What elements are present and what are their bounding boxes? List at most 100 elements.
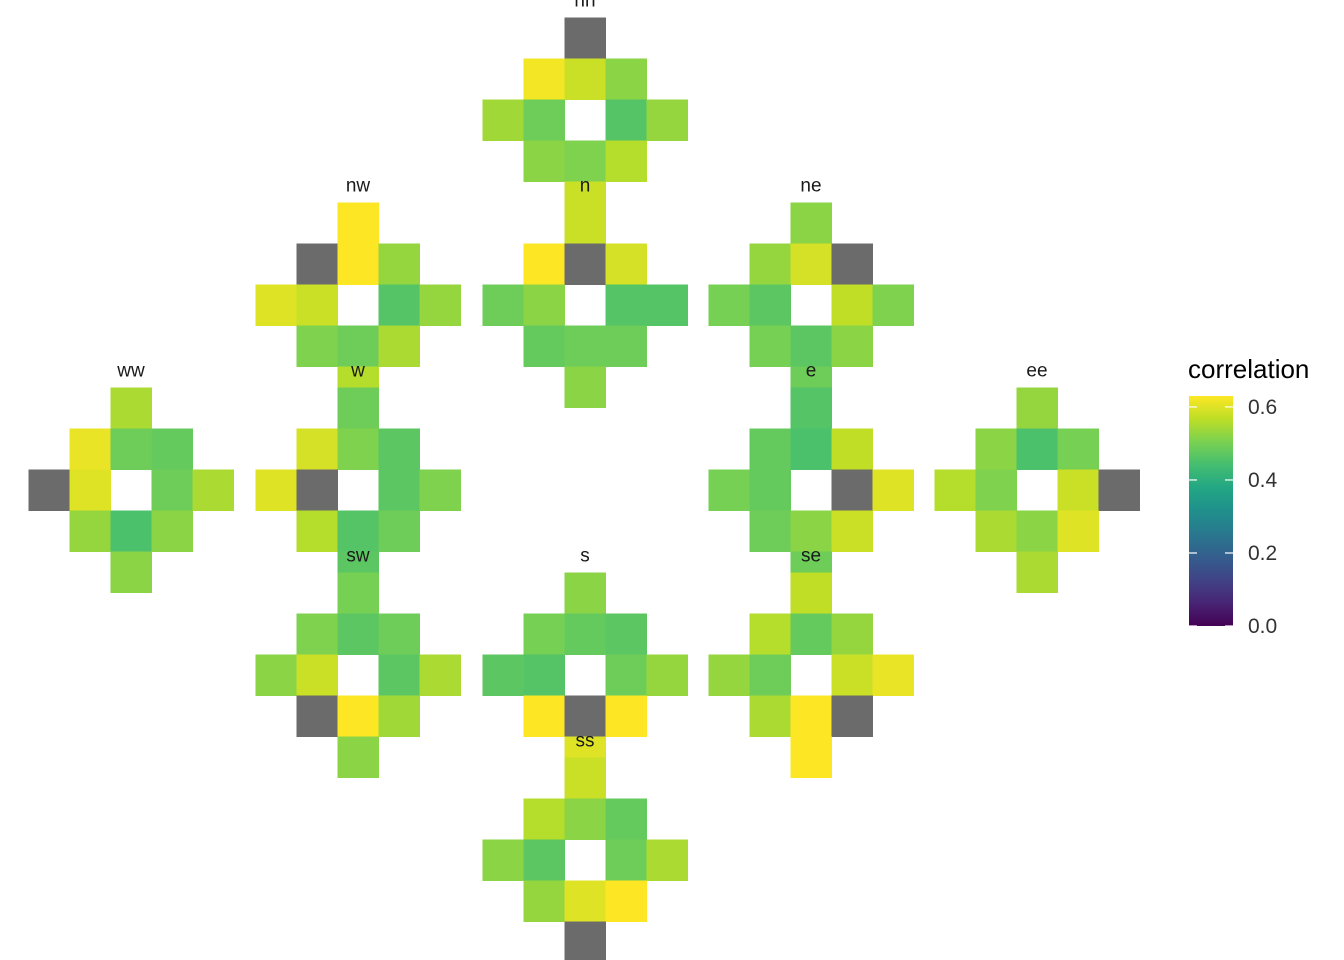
panel-title: ee (1026, 361, 1047, 382)
panel-w: w (255, 361, 461, 593)
panel-se: se (708, 546, 914, 778)
legend-title: correlation (1188, 354, 1309, 384)
heatmap-cell (1057, 510, 1099, 552)
heatmap-cell (872, 654, 914, 696)
heatmap-cell (975, 428, 1017, 470)
heatmap-cell (646, 654, 688, 696)
panel-title: e (806, 361, 817, 382)
heatmap-cell (605, 798, 647, 840)
legend-tick-label: 0.2 (1248, 542, 1277, 565)
heatmap-cell (605, 654, 647, 696)
heatmap-cell (564, 202, 606, 244)
panel-e: e (708, 361, 914, 593)
panel-title: nn (574, 0, 595, 12)
heatmap-cell (523, 880, 565, 922)
heatmap-cell (872, 284, 914, 326)
heatmap-cell (296, 325, 338, 367)
heatmap-cell (419, 469, 461, 511)
heatmap-cell (605, 325, 647, 367)
heatmap-cell-na (831, 469, 873, 511)
heatmap-cell (749, 325, 791, 367)
panel-sw: sw (255, 546, 461, 778)
panel-title: w (350, 361, 365, 382)
heatmap-cell (708, 654, 750, 696)
heatmap-cell (337, 572, 379, 614)
heatmap-cell (337, 613, 379, 655)
heatmap-cell (523, 613, 565, 655)
heatmap-cell (378, 695, 420, 737)
heatmap-cell (872, 469, 914, 511)
heatmap-cell (646, 284, 688, 326)
heatmap-cell (337, 243, 379, 285)
legend-tick-label: 0.4 (1248, 469, 1278, 492)
heatmap-cell (255, 469, 297, 511)
heatmap-cell (564, 325, 606, 367)
heatmap-cell (151, 428, 193, 470)
heatmap-cell (523, 839, 565, 881)
heatmap-cell (69, 510, 111, 552)
heatmap-cell (482, 99, 524, 141)
heatmap-cell (192, 469, 234, 511)
heatmap-cell (831, 284, 873, 326)
heatmap-cell (1016, 428, 1058, 470)
heatmap-cell-na (564, 695, 606, 737)
heatmap-cell (378, 654, 420, 696)
heatmap-cell (831, 428, 873, 470)
panel-n: n (482, 176, 688, 408)
panel-ee: ee (934, 361, 1140, 593)
heatmap-cell (1057, 469, 1099, 511)
heatmap-cell (1016, 510, 1058, 552)
heatmap-cell-na (296, 469, 338, 511)
heatmap-cell (110, 510, 152, 552)
heatmap-cell (419, 654, 461, 696)
heatmap-cell (523, 798, 565, 840)
panel-title: ss (576, 731, 595, 752)
heatmap-cell (337, 510, 379, 552)
heatmap-cell (523, 58, 565, 100)
panel-nn: nn (482, 0, 688, 223)
heatmap-cell (69, 469, 111, 511)
heatmap-cell (749, 510, 791, 552)
heatmap-cell-na (28, 469, 70, 511)
heatmap-cell (378, 428, 420, 470)
heatmap-cell (605, 839, 647, 881)
heatmap-cell (934, 469, 976, 511)
heatmap-cell (337, 202, 379, 244)
heatmap-cell (110, 428, 152, 470)
heatmap-cell (337, 387, 379, 429)
heatmap-cell (523, 284, 565, 326)
heatmap-cell (790, 428, 832, 470)
legend-tick-label: 0.0 (1248, 615, 1277, 638)
heatmap-cell-na (564, 17, 606, 59)
heatmap-cell-na (831, 695, 873, 737)
heatmap-cell (605, 880, 647, 922)
heatmap-cell (790, 613, 832, 655)
heatmap-cell (564, 572, 606, 614)
heatmap-cell (749, 243, 791, 285)
heatmap-cell (831, 613, 873, 655)
heatmap-cell (296, 510, 338, 552)
heatmap-cell (749, 284, 791, 326)
heatmap-cell (790, 325, 832, 367)
heatmap-cell (337, 695, 379, 737)
heatmap-cell (605, 695, 647, 737)
heatmap-cell (1016, 551, 1058, 593)
heatmap-cell (255, 654, 297, 696)
legend-colorbar (1189, 396, 1233, 626)
heatmap-cell (110, 551, 152, 593)
heatmap-cell (482, 284, 524, 326)
heatmap-cell (296, 654, 338, 696)
heatmap-cell (708, 284, 750, 326)
heatmap-cell (564, 798, 606, 840)
heatmap-cell (378, 243, 420, 285)
heatmap-cell (749, 469, 791, 511)
panel-title: se (801, 546, 821, 567)
heatmap-cell (975, 469, 1017, 511)
heatmap-cell (296, 613, 338, 655)
heatmap-cell (646, 99, 688, 141)
heatmap-cell (605, 58, 647, 100)
heatmap-cell (790, 695, 832, 737)
heatmap-cell (831, 510, 873, 552)
panel-ww: ww (28, 361, 234, 593)
